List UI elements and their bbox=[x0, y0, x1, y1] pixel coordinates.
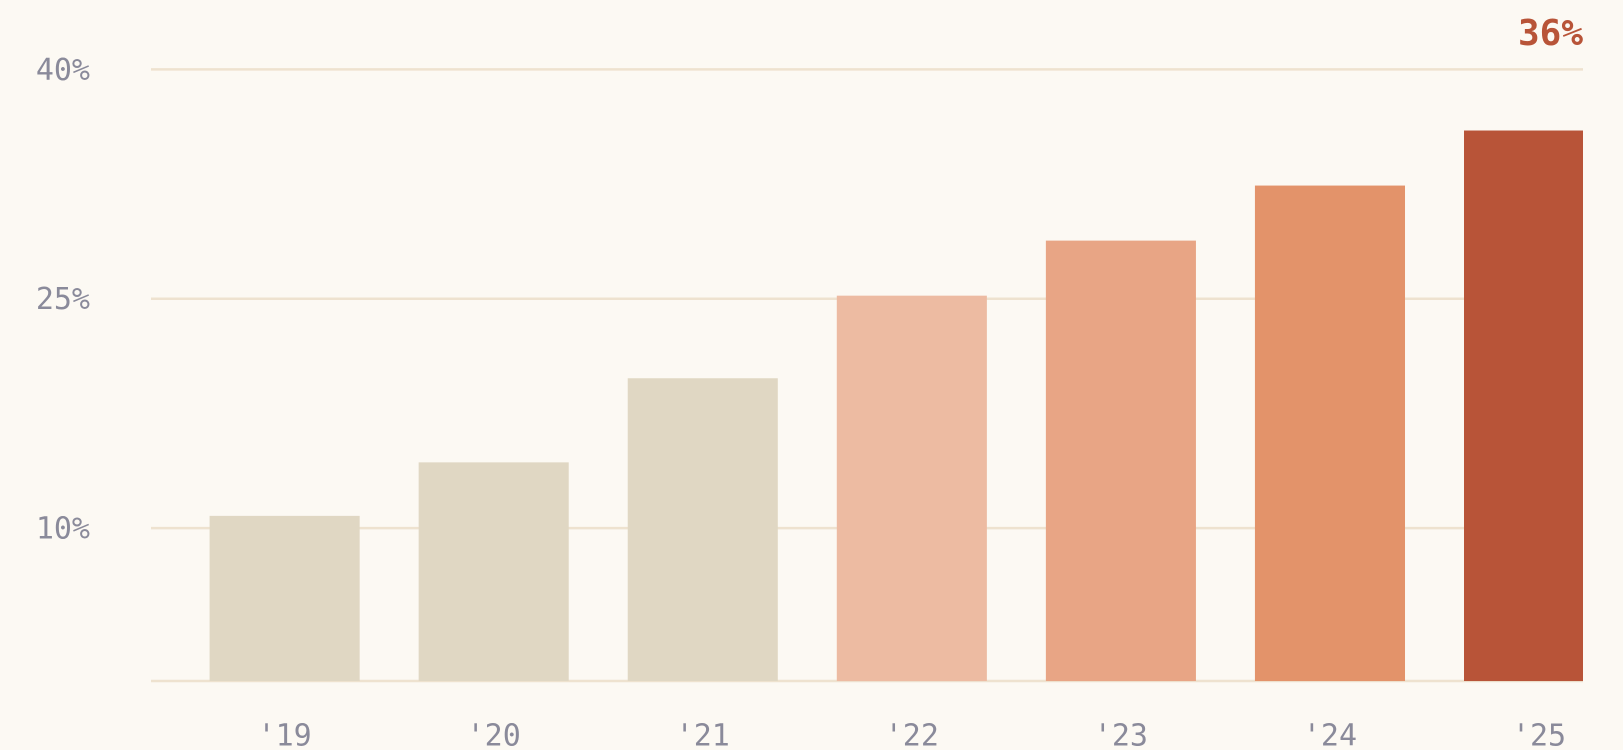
x-tick-label: '19 bbox=[258, 718, 312, 750]
bar bbox=[1254, 185, 1406, 682]
bar bbox=[836, 295, 987, 682]
bar bbox=[418, 462, 569, 682]
value-label: 36% bbox=[1518, 13, 1583, 54]
x-tick-label: '25 bbox=[1512, 718, 1566, 750]
y-tick-label: 40% bbox=[36, 53, 90, 88]
y-tick-label: 10% bbox=[36, 512, 90, 547]
x-tick-label: '21 bbox=[676, 718, 730, 750]
x-tick-label: '20 bbox=[467, 718, 521, 750]
y-tick-label: 25% bbox=[36, 282, 90, 317]
bar bbox=[627, 378, 778, 682]
bar bbox=[1464, 130, 1583, 682]
x-tick-label: '24 bbox=[1303, 718, 1357, 750]
bar bbox=[209, 515, 360, 682]
x-tick-label: '23 bbox=[1094, 718, 1148, 750]
bar bbox=[1045, 240, 1196, 682]
x-tick-label: '22 bbox=[885, 718, 939, 750]
